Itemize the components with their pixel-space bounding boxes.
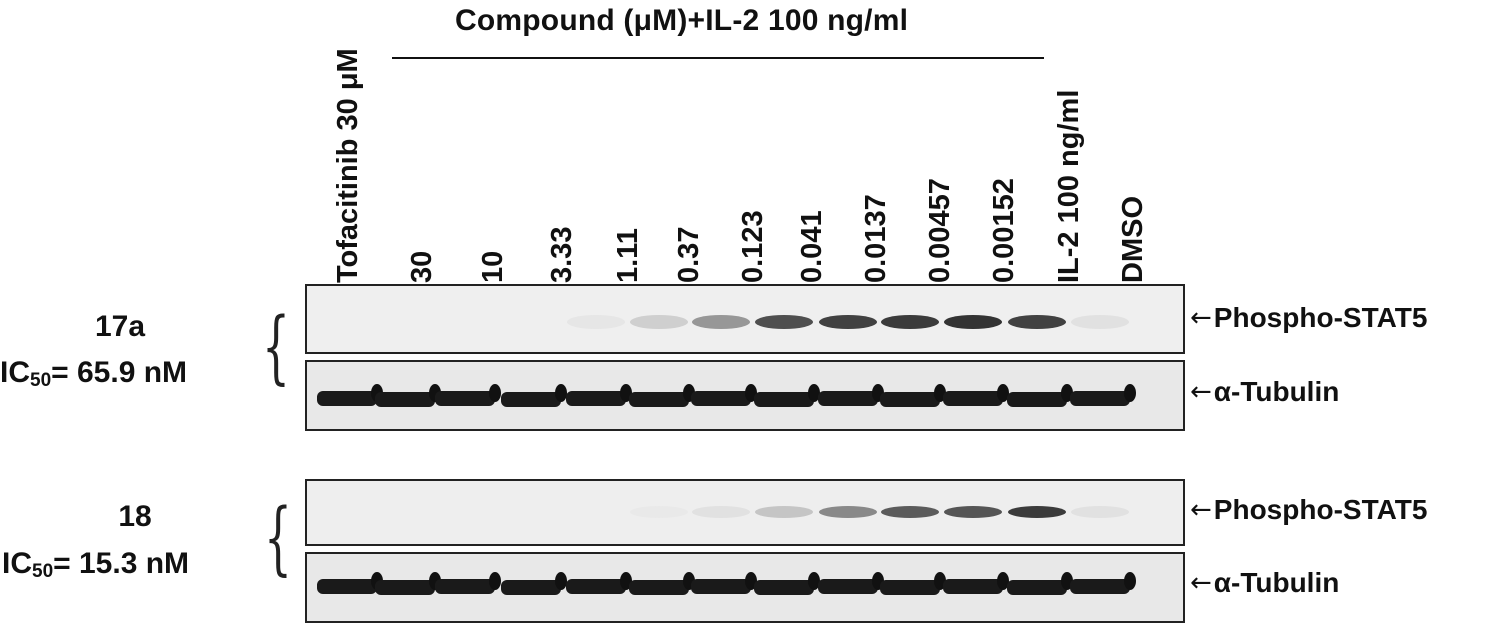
blot-band	[881, 506, 939, 518]
blot-band	[435, 579, 495, 594]
blot-band	[501, 580, 561, 595]
group-brace-17a: {	[262, 300, 290, 393]
blot-band	[819, 315, 877, 329]
blot-band-edge	[745, 572, 757, 590]
lane-label-0-0137: 0.0137	[860, 194, 892, 283]
blot-band	[818, 579, 878, 594]
blot-17a-tubulin	[305, 360, 1185, 431]
blot-band	[566, 391, 626, 406]
blot-band-edge	[620, 384, 632, 402]
left-arrow-icon: ←	[1190, 568, 1212, 598]
blot-band	[818, 391, 878, 406]
blot-band	[629, 580, 689, 595]
blot-band	[691, 391, 751, 406]
marker-phospho-stat5-17a: ← Phospho-STAT5	[1190, 302, 1428, 333]
blot-band	[1071, 506, 1129, 518]
blot-band	[1070, 579, 1130, 594]
blot-band	[630, 506, 688, 518]
blot-band-edge	[808, 572, 820, 590]
blot-band	[692, 315, 750, 329]
blot-band-edge	[1124, 572, 1136, 590]
blot-band	[1070, 391, 1130, 406]
lane-label-tofacitinib: Tofacitinib 30 μM	[332, 48, 364, 283]
left-arrow-icon: ←	[1190, 303, 1212, 333]
lane-label-0-123: 0.123	[737, 210, 769, 283]
blot-band	[943, 391, 1003, 406]
blot-17a-tubulin-bands	[307, 362, 1183, 429]
lane-label-10: 10	[477, 250, 509, 283]
blot-band	[630, 315, 688, 329]
blot-band-edge	[555, 572, 567, 590]
blot-band	[755, 315, 813, 329]
blot-band	[1007, 392, 1067, 407]
blot-band	[692, 506, 750, 518]
lane-label-0-37: 0.37	[673, 226, 705, 283]
ic50-label-18: IC50= 15.3 nM	[2, 547, 190, 582]
compound-label-18: 18	[118, 500, 152, 533]
blot-band	[755, 506, 813, 518]
blot-band	[1007, 580, 1067, 595]
blot-band	[880, 392, 940, 407]
blot-band	[944, 315, 1002, 329]
blot-band	[435, 391, 495, 406]
lane-label-0-00152: 0.00152	[988, 178, 1020, 283]
group-brace-18: {	[264, 491, 292, 584]
left-arrow-icon: ←	[1190, 377, 1212, 407]
blot-band-edge	[808, 384, 820, 402]
blot-18-phospho-bands	[307, 481, 1183, 544]
blot-header-title: Compound (μM)+IL-2 100 ng/ml	[455, 4, 909, 37]
lane-label-dmso: DMSO	[1117, 196, 1149, 283]
marker-tubulin-18: ← α-Tubulin	[1190, 567, 1340, 598]
blot-band	[880, 580, 940, 595]
blot-band	[1071, 315, 1129, 329]
blot-band	[881, 315, 939, 329]
blot-band	[317, 579, 377, 594]
blot-band-edge	[620, 572, 632, 590]
blot-band-edge	[997, 572, 1009, 590]
lane-label-0-041: 0.041	[796, 210, 828, 283]
blot-band	[629, 392, 689, 407]
blot-18-phospho-stat5	[305, 479, 1185, 546]
lane-label-1-11: 1.11	[612, 228, 644, 283]
blot-band-edge	[1124, 384, 1136, 402]
blot-band-edge	[745, 384, 757, 402]
header-underline	[392, 57, 1044, 59]
blot-band	[691, 579, 751, 594]
blot-band	[754, 392, 814, 407]
blot-band	[566, 579, 626, 594]
blot-band	[501, 392, 561, 407]
left-arrow-icon: ←	[1190, 495, 1212, 525]
lane-label-0-00457: 0.00457	[924, 178, 956, 283]
marker-phospho-stat5-18: ← Phospho-STAT5	[1190, 494, 1428, 525]
blot-band-edge	[997, 384, 1009, 402]
blot-band-edge	[489, 572, 501, 590]
blot-band	[567, 315, 625, 329]
blot-band	[819, 506, 877, 518]
compound-label-17a: 17a	[94, 310, 146, 343]
blot-17a-phospho-stat5	[305, 284, 1185, 354]
blot-band-edge	[555, 384, 567, 402]
lane-label-3-33: 3.33	[546, 226, 578, 283]
ic50-label-17a: IC50= 65.9 nM	[0, 356, 188, 391]
lane-label-30: 30	[406, 250, 438, 283]
blot-17a-phospho-bands	[307, 286, 1183, 352]
blot-band	[943, 579, 1003, 594]
lane-label-il2: IL-2 100 ng/ml	[1053, 89, 1085, 283]
blot-18-tubulin-bands	[307, 554, 1183, 621]
blot-18-tubulin	[305, 552, 1185, 623]
blot-band	[1008, 506, 1066, 518]
blot-band-edge	[489, 384, 501, 402]
blot-band	[944, 506, 1002, 518]
marker-tubulin-17a: ← α-Tubulin	[1190, 376, 1340, 407]
blot-band	[375, 580, 435, 595]
blot-band	[754, 580, 814, 595]
blot-band	[317, 391, 377, 406]
blot-band	[1008, 315, 1066, 329]
blot-band	[375, 392, 435, 407]
